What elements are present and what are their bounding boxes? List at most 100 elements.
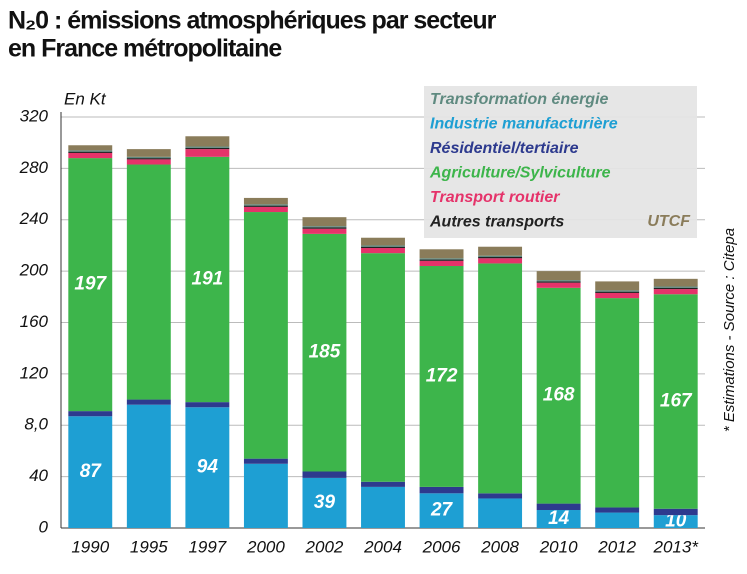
legend-label: Transformation énergie xyxy=(430,91,609,108)
legend-label: Résidentiel/tertiaire xyxy=(430,140,579,157)
bar-segment xyxy=(185,147,230,150)
bar-segment xyxy=(536,287,581,504)
bar-segment xyxy=(653,508,698,516)
bar-segment xyxy=(68,145,113,151)
bar-segment xyxy=(185,149,230,157)
legend-box xyxy=(424,86,697,238)
legend: Transformation énergie Industrie manufact… xyxy=(424,86,697,238)
bar-segment xyxy=(653,286,698,288)
bar-segment xyxy=(478,258,523,264)
unit-label: En Kt xyxy=(64,89,107,108)
bar-segment xyxy=(361,253,405,482)
y-tick-label: 120 xyxy=(20,363,49,382)
bar-segment xyxy=(302,226,347,228)
legend-label: UTCF xyxy=(647,213,691,230)
y-tick-label: 40 xyxy=(29,466,48,485)
bar-segment xyxy=(243,205,288,207)
bar-segment xyxy=(68,150,113,152)
bar-segment xyxy=(361,237,405,246)
data-label: 168 xyxy=(543,385,575,406)
bar-segment xyxy=(302,233,347,472)
bar-segment xyxy=(536,280,581,282)
y-tick-label: 8,0 xyxy=(24,415,48,434)
y-tick-label: 160 xyxy=(20,312,49,331)
bar-segment xyxy=(185,156,230,403)
bar-segment xyxy=(595,281,640,291)
legend-label: Autres transports xyxy=(429,214,564,231)
bar-segment xyxy=(653,515,698,528)
bar-segment xyxy=(361,481,405,487)
bar-segment xyxy=(68,152,113,159)
bar-segment xyxy=(243,463,288,528)
x-tick-label: 1997 xyxy=(188,537,226,556)
bar-segment xyxy=(419,265,464,487)
bar-segment xyxy=(419,493,464,528)
bar-segment xyxy=(243,197,288,205)
bar-segment xyxy=(243,204,288,206)
bar-segment xyxy=(536,281,581,283)
data-label: 14 xyxy=(548,508,570,529)
bar-segment xyxy=(478,263,523,494)
y-tick-label: 240 xyxy=(19,209,49,228)
bar-segment xyxy=(595,507,640,513)
bar-segment xyxy=(595,292,640,299)
bar-segment xyxy=(185,407,230,528)
bar-segment xyxy=(361,486,405,528)
bar-segment xyxy=(126,156,171,159)
x-tick-label: 2008 xyxy=(480,537,519,556)
bar-segment xyxy=(478,246,523,256)
source-note: * Estimations - Source : Citepa xyxy=(721,228,738,432)
bar-segment xyxy=(185,136,230,147)
bar-segment xyxy=(126,149,171,157)
x-tick-label: 2002 xyxy=(305,537,344,556)
bar-segment xyxy=(536,503,581,511)
bar-segment xyxy=(595,291,640,293)
data-label: 172 xyxy=(426,365,458,386)
y-tick-label: 200 xyxy=(19,261,49,280)
bar-segment xyxy=(302,477,347,528)
x-tick-label: 2012 xyxy=(597,537,636,556)
bar-segment xyxy=(595,298,640,508)
y-tick-label: 280 xyxy=(19,158,49,177)
bar-segment xyxy=(361,248,405,254)
bar-segment xyxy=(302,217,347,227)
x-tick-label: 1995 xyxy=(130,537,168,556)
bar-segment xyxy=(478,256,523,259)
bar-segment xyxy=(126,159,171,165)
bar-segment xyxy=(243,458,288,464)
chart-title: N₂0 : émissions atmosphériques par secte… xyxy=(8,7,497,35)
x-tick-label: 2000 xyxy=(246,537,285,556)
data-label: 87 xyxy=(80,461,103,482)
bar-segment xyxy=(653,278,698,287)
x-tick-label: 2004 xyxy=(363,537,402,556)
bar-segment xyxy=(302,471,347,478)
bar-segment xyxy=(361,245,405,247)
bar-segment xyxy=(653,294,698,509)
data-label: 197 xyxy=(74,274,107,295)
legend-label: Industrie manufacturière xyxy=(430,116,618,133)
bar-segment xyxy=(478,493,523,499)
bar-segment xyxy=(361,246,405,249)
x-tick-label: 2010 xyxy=(539,537,578,556)
bar-segment xyxy=(419,249,464,259)
bar-segment xyxy=(653,287,698,290)
legend-label: Agriculture/Sylviculture xyxy=(429,165,611,182)
bar-segment xyxy=(126,158,171,160)
bar-segment xyxy=(243,206,288,213)
bar-segment xyxy=(595,290,640,292)
data-label: 10 xyxy=(665,511,687,532)
bar-segment xyxy=(68,158,113,412)
bar-segment xyxy=(536,510,581,528)
bar-segment xyxy=(595,512,640,528)
bar-segment xyxy=(419,259,464,261)
chart-title: en France métropolitaine xyxy=(8,35,282,63)
bar-segment xyxy=(302,227,347,229)
bar-segment xyxy=(478,498,523,528)
bar-segment xyxy=(536,282,581,288)
data-label: 191 xyxy=(192,268,224,289)
bar-segment xyxy=(419,486,464,494)
bar-segment xyxy=(653,289,698,295)
data-label: 94 xyxy=(197,457,219,478)
bar-segment xyxy=(68,416,113,528)
